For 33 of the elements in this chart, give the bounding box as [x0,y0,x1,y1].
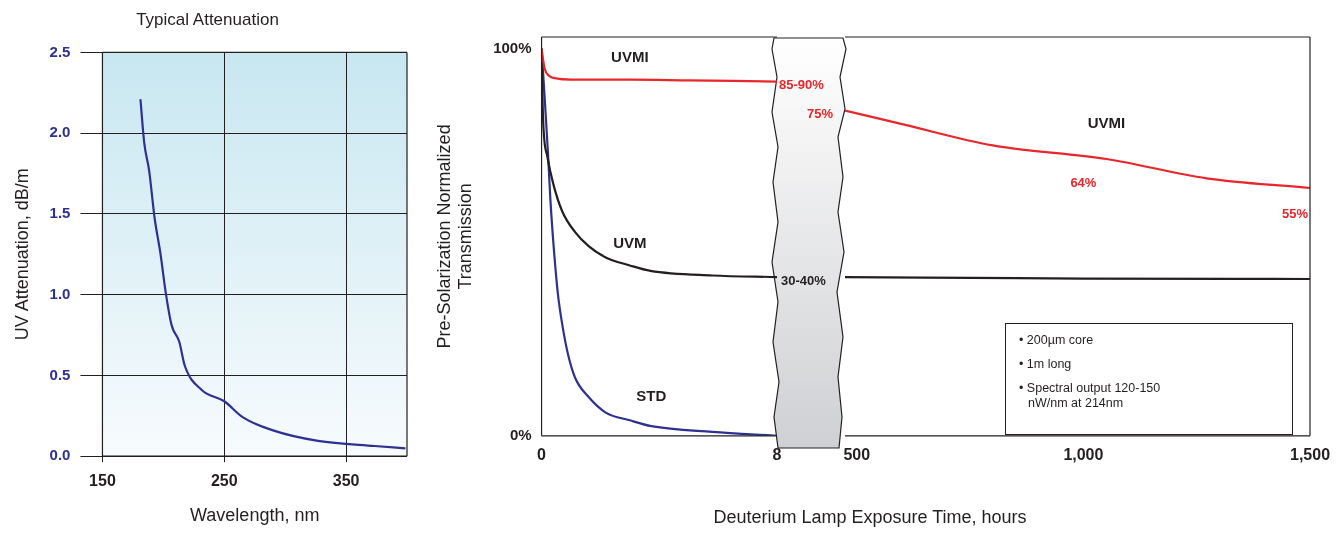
series-label: UVMI [611,48,649,66]
chart-title: Typical Attenuation [136,9,279,29]
x-tick-label: 350 [332,472,360,490]
x-tick-label: 150 [89,472,116,490]
annotation: 64% [1070,174,1097,190]
y-axis-title: Pre-Solarization Normalized Transmission [433,124,476,349]
annotation: • 1m long [1019,357,1073,372]
x-tick-label: 250 [210,472,238,490]
annotation: • 200µm core [1019,333,1095,348]
x-tick-label: 8 [772,445,782,463]
annotation: 75% [806,106,834,122]
x-tick-label: 1,500 [1289,445,1331,463]
x-axis-title: Wavelength, nm [190,505,320,526]
x-tick-label: 500 [843,445,871,463]
y-tick-label: 0.5 [49,365,71,383]
y-tick-label: 2.0 [49,123,71,141]
x-axis-title: Deuterium Lamp Exposure Time, hours [712,507,1028,528]
series-label: STD [636,386,667,404]
y-tick-label: 0.0 [49,446,71,464]
series-label: UVM [613,234,647,252]
annotation: 30-40% [781,272,827,288]
annotation: 55% [1281,205,1309,221]
y-axis-title: UV Attenuation, dB/m [11,168,32,341]
x-tick-label: 1,000 [1063,445,1104,463]
y-tick-label: 1.5 [49,204,71,222]
y-tick-label: 100% [493,38,532,56]
y-tick-label: 1.0 [49,284,71,302]
series-label: UVMI [1087,113,1126,131]
y-tick-label: 2.5 [49,42,71,60]
annotation: • Spectral output 120-150 nW/nm at 214nm [1019,381,1162,411]
x-tick-label: 0 [537,445,547,463]
annotation: 85-90% [779,77,825,93]
y-tick-label: 0% [509,425,532,443]
